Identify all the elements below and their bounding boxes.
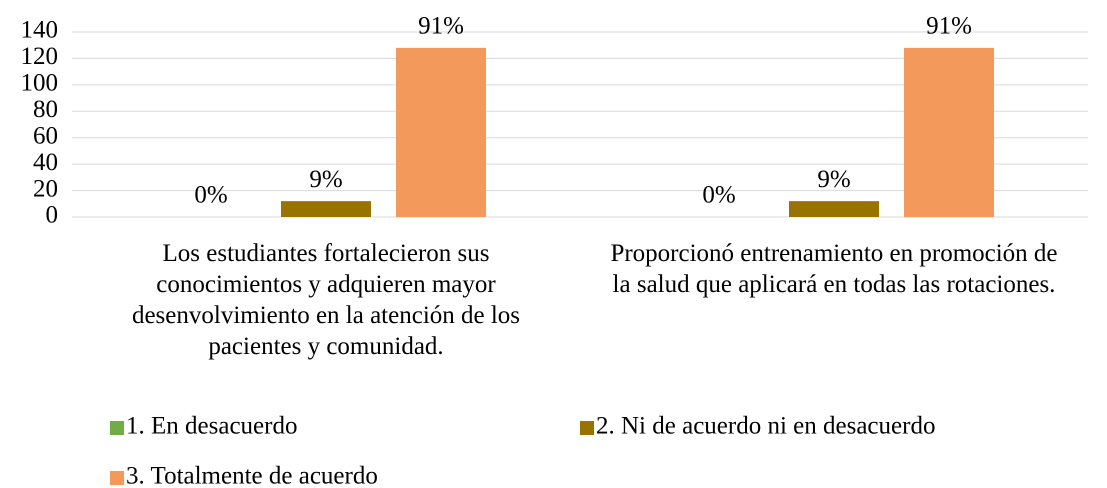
y-tick-label: 120	[21, 43, 59, 70]
bar	[904, 47, 994, 217]
y-tick-label: 100	[21, 70, 59, 97]
y-tick-label: 60	[33, 122, 58, 149]
x-tick-label: Proporcionó entrenamiento en promoción d…	[610, 240, 1058, 298]
value-label: 91%	[418, 13, 464, 40]
y-tick-label: 80	[33, 96, 58, 123]
value-label: 0%	[194, 182, 227, 209]
y-tick-label: 20	[33, 175, 58, 202]
legend-label: 1. En desacuerdo	[126, 413, 297, 440]
bar	[281, 201, 371, 217]
legend-swatch	[580, 421, 594, 435]
x-tick-label: Los estudiantes fortalecieron sus conoci…	[131, 240, 521, 360]
legend-swatch	[110, 471, 124, 485]
value-label: 9%	[817, 166, 850, 193]
y-tick-label: 0	[46, 202, 59, 229]
value-label: 91%	[926, 13, 972, 40]
y-tick-label: 40	[33, 149, 58, 176]
bar	[789, 201, 879, 217]
bar	[396, 47, 486, 217]
y-tick-label: 140	[21, 17, 59, 44]
legend-label: 2. Ni de acuerdo ni en desacuerdo	[596, 413, 935, 440]
value-label: 9%	[309, 166, 342, 193]
legend-label: 3. Totalmente de acuerdo	[126, 463, 378, 488]
legend-swatch	[110, 421, 124, 435]
value-label: 0%	[702, 182, 735, 209]
